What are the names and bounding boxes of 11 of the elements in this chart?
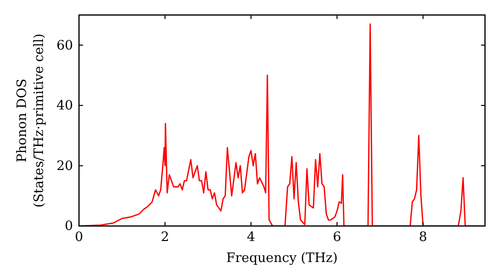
y-axis-title: Phonon DOS (States/THz·primitive cell) <box>15 33 47 208</box>
y-tick-label: 20 <box>56 158 73 174</box>
x-tick-label: 0 <box>74 230 84 246</box>
x-tick-label: 2 <box>160 230 170 246</box>
y-tick-label: 0 <box>64 219 73 234</box>
y-tick-label: 60 <box>56 38 73 54</box>
x-tick-label: 6 <box>332 230 342 246</box>
y-tick-label: 40 <box>56 98 73 114</box>
x-tick-label: 4 <box>246 230 256 246</box>
x-tick-label: 8 <box>418 230 428 246</box>
x-axis-title: Frequency (THz) <box>226 251 338 266</box>
